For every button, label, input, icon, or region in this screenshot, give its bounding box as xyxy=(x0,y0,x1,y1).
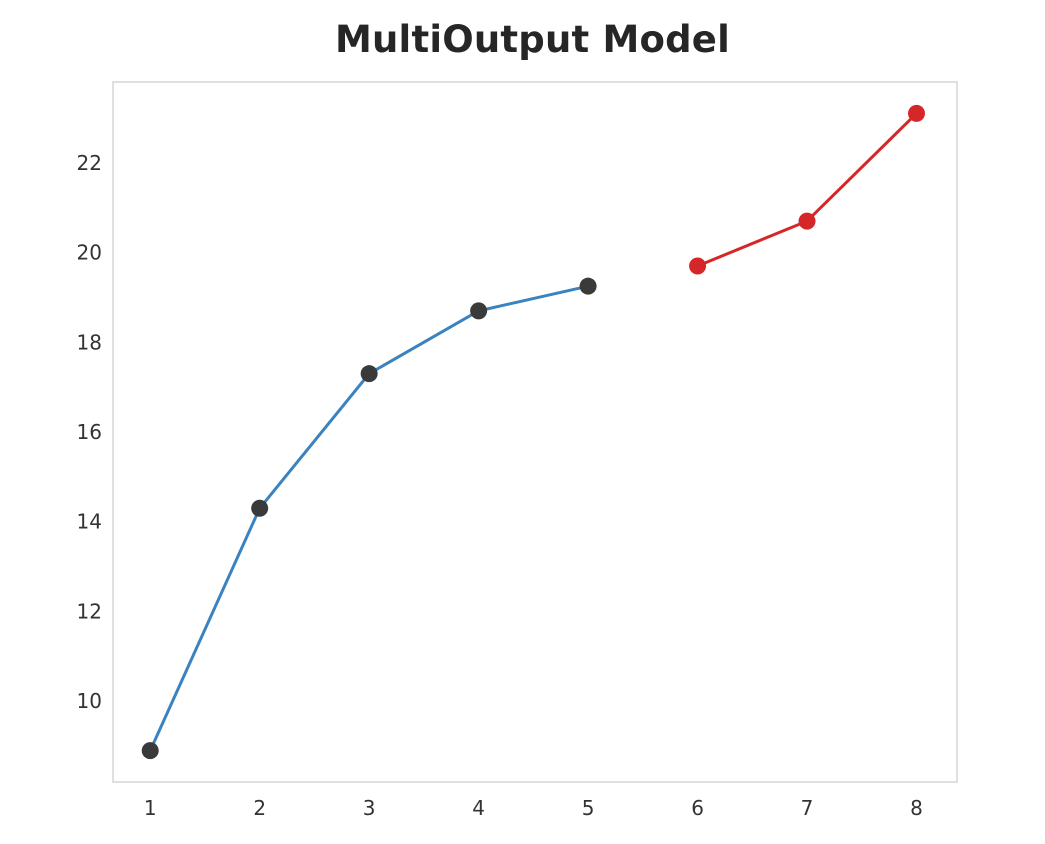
x-tick-label: 8 xyxy=(910,796,923,820)
y-tick-label: 16 xyxy=(77,420,102,444)
data-point xyxy=(251,499,269,517)
series-layer xyxy=(141,104,925,760)
data-point xyxy=(360,365,378,383)
data-point xyxy=(798,212,816,230)
series-1 xyxy=(141,277,597,760)
data-point xyxy=(470,302,488,320)
y-tick-label: 12 xyxy=(77,599,102,623)
x-axis: 1 2 3 4 5 6 7 8 xyxy=(144,796,923,820)
data-point xyxy=(141,742,159,760)
x-tick-label: 3 xyxy=(363,796,376,820)
x-tick-label: 7 xyxy=(801,796,814,820)
x-tick-label: 6 xyxy=(691,796,704,820)
y-axis: 10 12 14 16 18 20 22 xyxy=(77,151,102,713)
x-tick-label: 5 xyxy=(582,796,595,820)
y-tick-label: 20 xyxy=(77,241,102,265)
chart-title: MultiOutput Model xyxy=(335,18,730,61)
data-point xyxy=(689,257,707,275)
x-tick-label: 4 xyxy=(472,796,485,820)
x-tick-label: 2 xyxy=(253,796,266,820)
data-point xyxy=(579,277,597,295)
y-tick-label: 18 xyxy=(77,330,102,354)
series-2 xyxy=(689,104,925,275)
x-tick-label: 1 xyxy=(144,796,157,820)
data-point xyxy=(907,104,925,122)
plot-frame xyxy=(112,81,958,783)
y-tick-label: 14 xyxy=(77,510,102,534)
y-tick-label: 10 xyxy=(77,689,102,713)
y-tick-label: 22 xyxy=(77,151,102,175)
